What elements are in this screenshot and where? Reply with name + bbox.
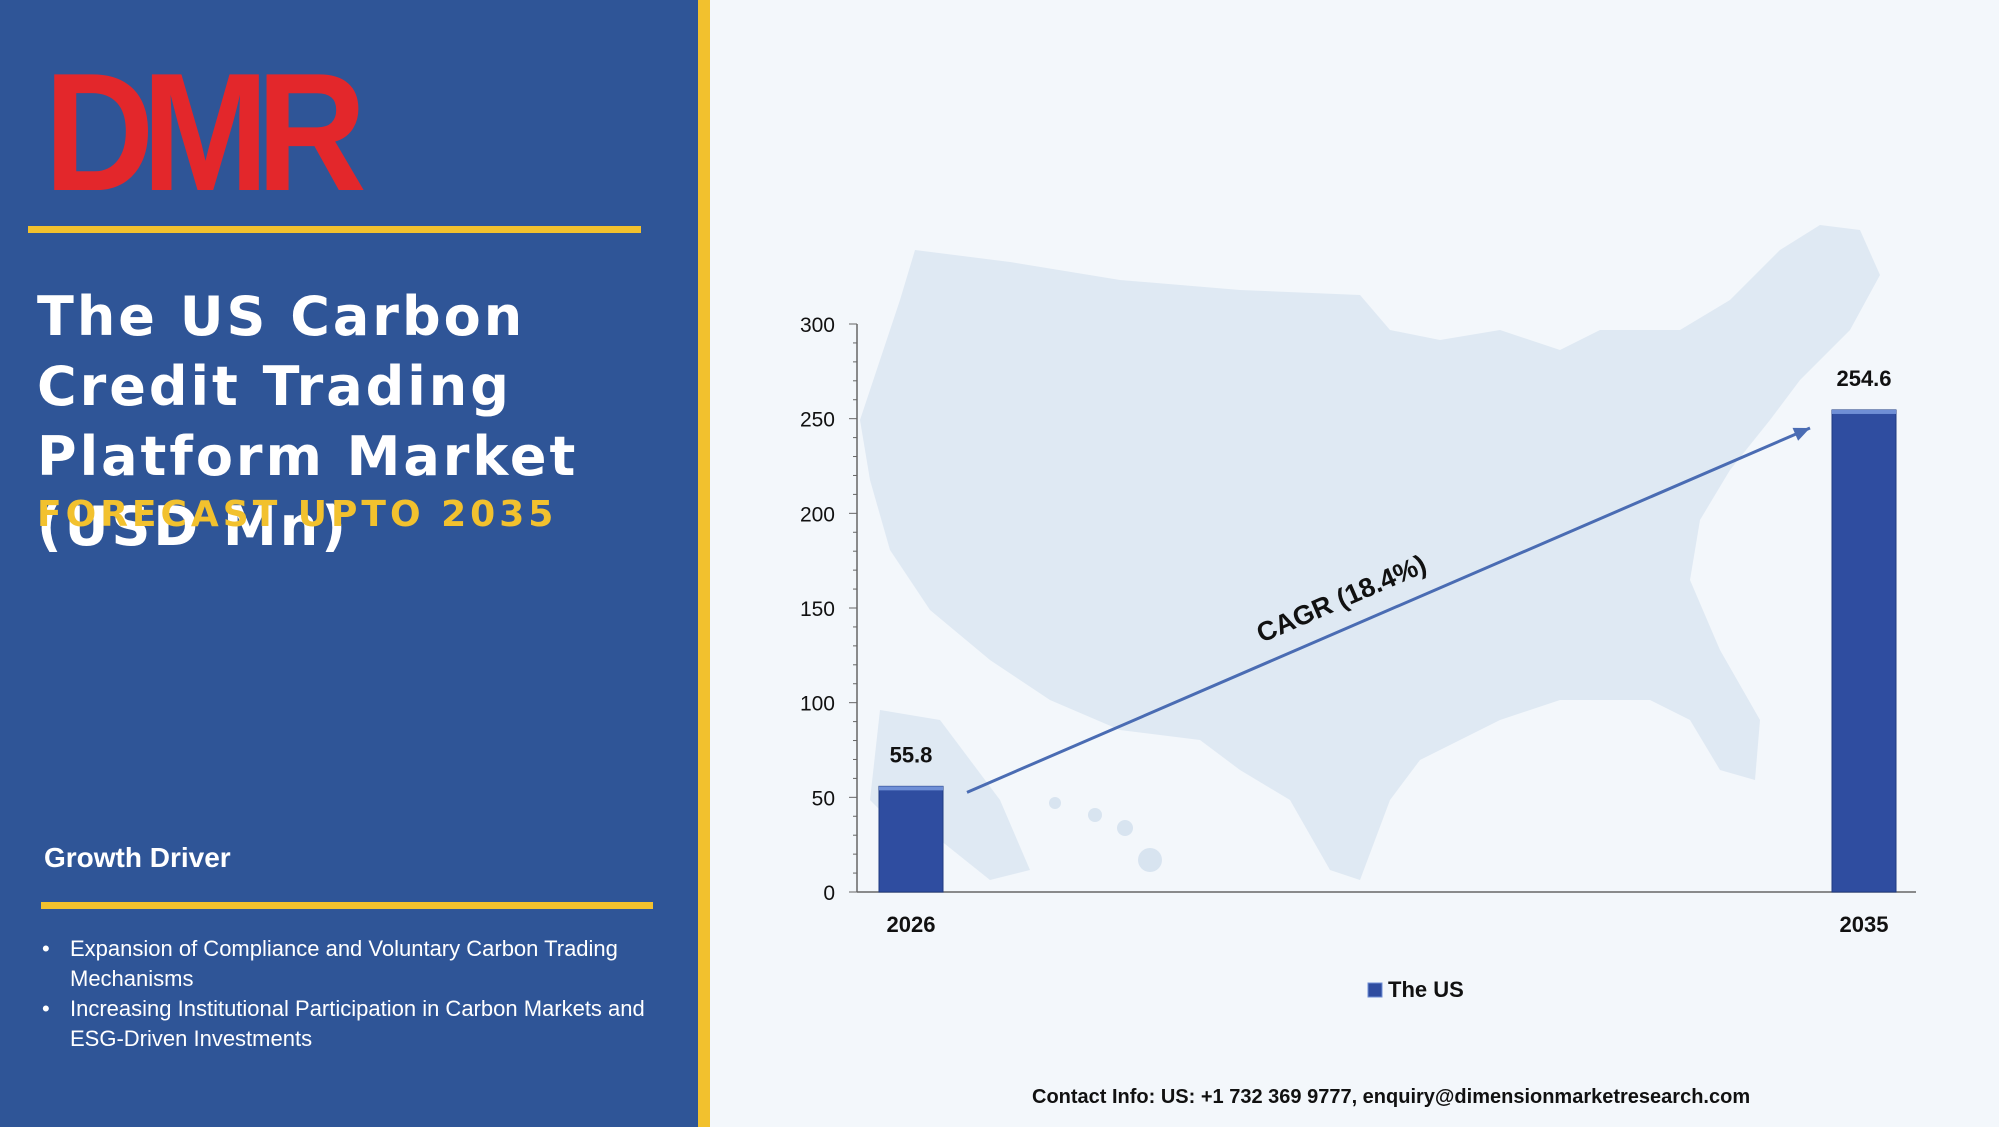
hawaii-island <box>1138 848 1162 872</box>
growth-driver-item: Expansion of Compliance and Voluntary Ca… <box>40 934 660 994</box>
y-tick-label: 150 <box>800 598 835 621</box>
growth-driver-item: Increasing Institutional Participation i… <box>40 994 660 1054</box>
cagr-arrow-head <box>1792 427 1810 441</box>
logo-text: DMR <box>44 58 364 208</box>
bar-highlight <box>1832 409 1896 414</box>
page-title: The US Carbon Credit Trading Platform Ma… <box>37 285 579 558</box>
legend-swatch <box>1367 982 1383 998</box>
data-label: 254.6 <box>1836 366 1891 391</box>
y-tick-label: 100 <box>800 693 835 716</box>
y-tick-label: 300 <box>800 314 835 337</box>
dmr-logo: DMR <box>44 58 374 208</box>
y-tick-label: 200 <box>800 503 835 526</box>
driver-divider <box>41 902 653 909</box>
growth-driver-heading: Growth Driver <box>44 842 231 873</box>
legend: The US <box>1367 977 1464 1002</box>
hawaii-island <box>1088 808 1102 822</box>
contact-info: Contact Info: US: +1 732 369 9777, enqui… <box>1032 1086 1751 1108</box>
panel-accent-edge <box>698 0 710 1127</box>
top-divider <box>28 226 641 233</box>
growth-driver-list: Expansion of Compliance and Voluntary Ca… <box>40 934 660 1054</box>
bar-2035 <box>1831 409 1897 893</box>
x-tick-label: 2035 <box>1840 912 1889 937</box>
hawaii-island <box>1117 820 1133 836</box>
cagr-arrow-line <box>966 426 1811 794</box>
y-axis: 0 50 100 150 200 250 300 <box>800 314 858 905</box>
x-axis: 2026 2035 <box>857 891 1916 937</box>
x-tick-label: 2026 <box>887 912 936 937</box>
y-tick-label: 50 <box>812 787 835 810</box>
bar-series: 55.8 254.6 <box>878 366 1897 893</box>
y-tick-label: 250 <box>800 409 835 432</box>
page-subtitle: FORECAST UPTO 2035 <box>37 494 558 535</box>
us-map-silhouette <box>860 225 1880 880</box>
bar-2026 <box>878 785 944 893</box>
bar-highlight <box>879 786 943 791</box>
hawaii-island <box>1049 797 1061 809</box>
y-tick-label: 0 <box>823 882 835 905</box>
legend-label: The US <box>1388 977 1464 1002</box>
data-label: 55.8 <box>890 742 933 767</box>
